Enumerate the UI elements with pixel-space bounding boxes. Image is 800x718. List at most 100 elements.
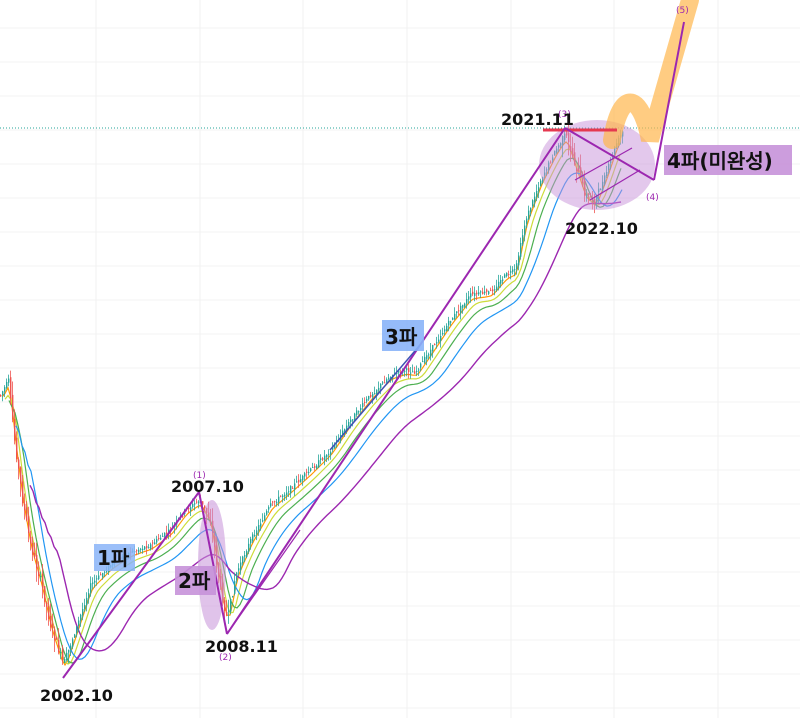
candle-body: [106, 570, 108, 572]
candle-body: [268, 507, 270, 510]
candle-body: [248, 543, 250, 552]
candle-body: [538, 187, 540, 192]
candle-body: [62, 648, 64, 661]
moving-averages: [1, 141, 623, 667]
candle-body: [292, 487, 294, 489]
candle-body: [522, 235, 524, 245]
candle-body: [144, 546, 146, 550]
candle-body: [92, 582, 94, 584]
candle-body: [14, 418, 16, 441]
candle-body: [344, 429, 346, 432]
candle-body: [488, 291, 490, 294]
wave-5-line: [653, 21, 685, 181]
candle-body: [256, 530, 258, 535]
candle-body: [412, 371, 414, 373]
candle-body: [18, 459, 20, 469]
candle-body: [514, 269, 516, 271]
candle-body: [428, 354, 430, 356]
channel-lower-2: [589, 169, 641, 201]
candle-body: [486, 289, 488, 292]
candle-body: [190, 507, 192, 511]
candle-body: [408, 368, 410, 372]
candle-body: [492, 289, 494, 292]
candle-body: [328, 453, 330, 455]
date-label-2008-11: 2008.11: [205, 637, 278, 656]
candle-body: [204, 505, 206, 509]
candle-body: [224, 600, 226, 611]
candle-body: [526, 218, 528, 224]
candle-body: [36, 554, 38, 569]
candle-body: [312, 467, 314, 468]
candle-body: [302, 475, 304, 481]
wave-5-projection: [603, 0, 699, 149]
candle-body: [346, 425, 348, 431]
wave-marker-1: (1): [193, 471, 206, 481]
candle-body: [56, 637, 58, 640]
candle-body: [498, 281, 500, 288]
candle-body: [396, 373, 398, 374]
candle-body: [156, 539, 158, 543]
candle-body: [10, 377, 12, 399]
candle-body: [334, 444, 336, 448]
candle-body: [38, 571, 40, 576]
wave-marker-5: (5): [676, 6, 689, 16]
date-label-2021-11: 2021.11: [501, 110, 574, 129]
candle-body: [228, 610, 230, 612]
candle-body: [330, 451, 332, 455]
wave-marker-4: (4): [646, 193, 659, 203]
candle-body: [436, 342, 438, 344]
candle-body: [280, 495, 282, 497]
moving-average-line: [8, 157, 622, 664]
wave-1-label: 1파: [97, 546, 130, 570]
candle-body: [20, 467, 22, 484]
candle-body: [296, 481, 298, 483]
candle-body: [252, 534, 254, 541]
wave-4-highlight: [539, 120, 655, 210]
candle-body: [404, 370, 406, 372]
candle-body: [380, 383, 382, 388]
candle-body: [382, 382, 384, 384]
candle-body: [272, 501, 274, 503]
candle-body: [78, 620, 80, 626]
candle-body: [476, 292, 478, 295]
candle-body: [470, 293, 472, 298]
moving-average-line: [4, 148, 621, 665]
candle-body: [46, 602, 48, 607]
candle-body: [34, 552, 36, 557]
candle-body: [502, 279, 504, 281]
candle-body: [394, 372, 396, 374]
candle-body: [520, 243, 522, 257]
candle-body: [246, 551, 248, 558]
channel-lower-3: [574, 147, 633, 181]
candle-body: [430, 349, 432, 357]
candle-body: [234, 581, 236, 594]
candle-body: [406, 368, 408, 371]
candle-body: [64, 659, 66, 664]
candle-body: [332, 446, 334, 450]
candle-body: [24, 504, 26, 511]
wave-2-label: 2파: [178, 569, 211, 593]
candle-body: [536, 191, 538, 198]
candle-body: [236, 572, 238, 581]
candle-body: [30, 536, 32, 544]
candle-body: [60, 652, 62, 653]
wave-3-label-bg: [382, 320, 424, 351]
candle-body: [168, 529, 170, 533]
candle-body: [462, 304, 464, 308]
candle-body: [232, 596, 234, 598]
candle-body: [540, 180, 542, 186]
candle-body: [422, 361, 424, 363]
candle-body: [260, 523, 262, 527]
candle-body: [466, 299, 468, 304]
candle-body: [138, 549, 140, 553]
candle-body: [16, 437, 18, 460]
candle-body: [298, 479, 300, 483]
wave-1-label-bg: [94, 544, 135, 571]
candle-body: [450, 321, 452, 323]
candle-body: [70, 645, 72, 650]
date-label-2007-10: 2007.10: [171, 477, 244, 496]
candle-body: [378, 387, 380, 391]
candle-body: [146, 546, 148, 549]
candle-body: [12, 394, 14, 420]
candle-body: [198, 501, 200, 504]
